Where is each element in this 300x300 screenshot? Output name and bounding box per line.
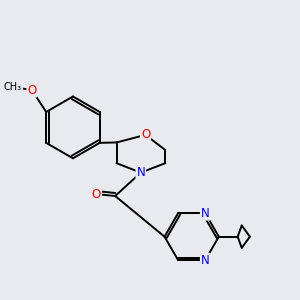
Text: O: O: [27, 84, 37, 97]
Text: O: O: [141, 128, 150, 141]
Text: N: N: [201, 254, 210, 267]
Text: O: O: [92, 188, 101, 201]
Text: N: N: [136, 166, 145, 179]
Text: N: N: [201, 207, 210, 220]
Text: CH₃: CH₃: [4, 82, 22, 92]
